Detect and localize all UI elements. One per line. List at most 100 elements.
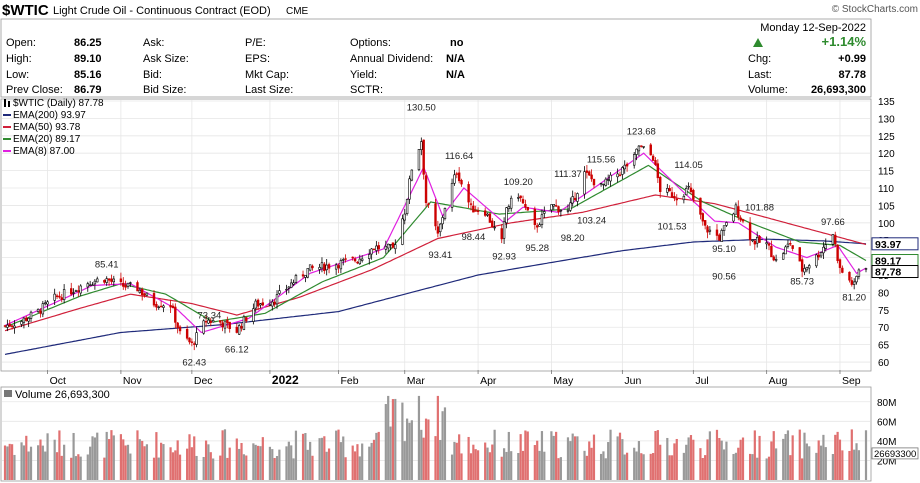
mkt-cap-label: Mkt Cap: bbox=[245, 69, 289, 81]
volume-bar bbox=[436, 395, 439, 480]
volume-bar bbox=[261, 437, 264, 480]
candle-body bbox=[732, 213, 735, 222]
candle-body bbox=[410, 169, 414, 181]
volume-bar bbox=[58, 430, 61, 480]
volume-bar bbox=[808, 446, 811, 480]
date-tick-label: Jul bbox=[695, 375, 708, 387]
candle-body bbox=[384, 245, 388, 250]
bid-size-label: Bid Size: bbox=[143, 84, 186, 96]
candle-body bbox=[424, 175, 428, 203]
candle-body bbox=[616, 173, 619, 178]
pe-label: P/E: bbox=[245, 37, 266, 49]
volume-bar bbox=[171, 452, 175, 480]
volume-bar bbox=[675, 438, 678, 480]
volume-bar bbox=[765, 458, 768, 480]
volume-bar bbox=[422, 437, 425, 480]
candle-body bbox=[637, 145, 641, 152]
volume-bar bbox=[791, 435, 794, 480]
volume-bar bbox=[798, 429, 801, 480]
candle-body bbox=[124, 285, 127, 288]
candle-body bbox=[13, 325, 16, 329]
candle-body bbox=[107, 278, 111, 281]
candle-body bbox=[472, 205, 475, 213]
candle-body bbox=[427, 203, 430, 206]
ask-size-label: Ask Size: bbox=[143, 53, 189, 65]
volume-bar bbox=[555, 431, 558, 480]
candle-body bbox=[701, 213, 704, 222]
volume-bar bbox=[162, 444, 165, 480]
volume-bar bbox=[103, 457, 106, 480]
volume-bar bbox=[37, 445, 40, 480]
volume-bar bbox=[10, 444, 14, 480]
volume-bar bbox=[491, 444, 494, 480]
candle-body bbox=[720, 230, 723, 242]
volume-bar bbox=[370, 442, 373, 480]
candle-body bbox=[789, 243, 792, 245]
high-value: 89.10 bbox=[74, 53, 102, 65]
volume-bar bbox=[784, 434, 787, 480]
candle-body bbox=[819, 252, 823, 257]
volume-bar bbox=[226, 457, 229, 480]
volume-bar bbox=[77, 454, 80, 480]
candle-body bbox=[455, 173, 458, 175]
volume-bar bbox=[708, 431, 711, 480]
candle-body bbox=[453, 174, 456, 184]
candle-body bbox=[592, 178, 596, 186]
candle-body bbox=[533, 208, 537, 225]
candle-body bbox=[554, 205, 558, 207]
candle-body bbox=[10, 325, 14, 327]
candle-body bbox=[798, 247, 801, 262]
up-arrow-icon bbox=[753, 38, 763, 47]
candle-body bbox=[609, 174, 612, 182]
volume-bar bbox=[543, 451, 546, 480]
volume-bar bbox=[126, 444, 130, 480]
volume-bar bbox=[155, 432, 158, 480]
volume-bar bbox=[53, 439, 56, 480]
volume-bar bbox=[706, 439, 709, 480]
candle-body bbox=[221, 322, 224, 328]
candle-body bbox=[834, 234, 837, 245]
candle-body bbox=[370, 248, 373, 255]
volume-bar bbox=[654, 430, 657, 480]
candle-body bbox=[765, 242, 768, 245]
price-tick-label: 75 bbox=[878, 306, 890, 317]
volume-bar bbox=[687, 437, 690, 480]
candle-body bbox=[171, 305, 175, 309]
candle-body bbox=[325, 264, 328, 271]
candle-body bbox=[838, 259, 842, 268]
volume-bar bbox=[748, 453, 752, 480]
open-label: Open: bbox=[6, 37, 36, 49]
candle-body bbox=[223, 320, 227, 329]
volume-bar bbox=[44, 451, 47, 480]
volume-bar bbox=[526, 431, 529, 480]
volume-bar bbox=[458, 434, 461, 480]
candle-body bbox=[509, 197, 513, 209]
candle-body bbox=[741, 219, 745, 222]
candle-body bbox=[864, 268, 868, 270]
volume-bar bbox=[287, 441, 290, 480]
candle-body bbox=[79, 285, 82, 294]
price-annotation: 92.93 bbox=[492, 251, 516, 262]
volume-bar bbox=[219, 455, 222, 480]
volume-bar bbox=[259, 446, 262, 480]
candle-body bbox=[377, 245, 380, 250]
candle-body bbox=[41, 303, 45, 315]
volume-bar bbox=[815, 452, 818, 480]
candle-body bbox=[848, 271, 851, 281]
volume-bar bbox=[450, 454, 454, 480]
candle-body bbox=[62, 289, 66, 300]
candle-body bbox=[467, 184, 470, 203]
candle-body bbox=[403, 213, 406, 221]
volume-bar bbox=[571, 433, 574, 480]
price-annotation: 109.20 bbox=[504, 177, 533, 188]
volume-bar bbox=[722, 449, 726, 480]
volume-bar bbox=[278, 449, 281, 480]
volume-bar bbox=[93, 437, 96, 480]
candle-body bbox=[275, 294, 279, 305]
volume-bar bbox=[640, 453, 643, 480]
candle-body bbox=[803, 268, 806, 273]
volume-bar bbox=[824, 447, 827, 480]
volume-bar bbox=[285, 446, 288, 480]
candle-body bbox=[573, 197, 577, 201]
candle-body bbox=[351, 256, 354, 259]
